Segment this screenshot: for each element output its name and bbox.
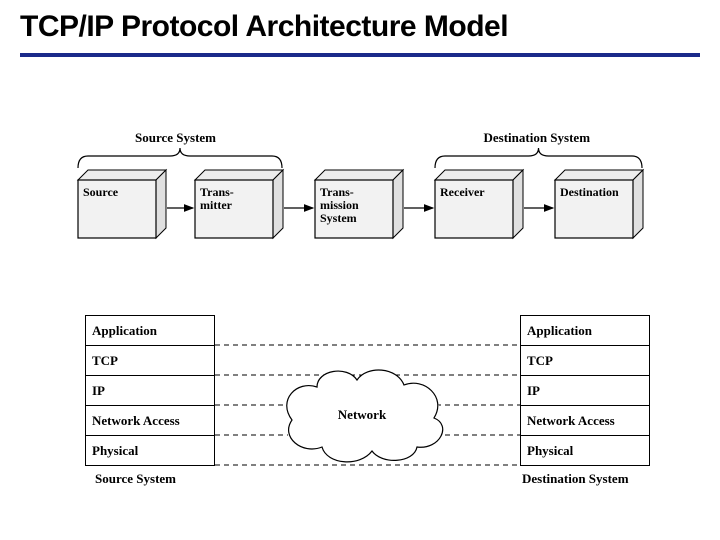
left-layer-physical: Physical [85, 435, 215, 466]
left-layer-tcp: TCP [85, 345, 215, 376]
brace-label-destination: Destination System [484, 130, 591, 146]
cloud-label: Network [332, 407, 392, 423]
box-label-receiver: Receiver [440, 186, 510, 199]
box-label-destination: Destination [560, 186, 630, 199]
right-layer-application: Application [520, 315, 650, 346]
stack-label-source: Source System [95, 471, 176, 487]
right-layer-ip: IP [520, 375, 650, 406]
brace-label-source: Source System [135, 130, 216, 146]
box-label-source: Source [83, 186, 153, 199]
left-layer-network-access: Network Access [85, 405, 215, 436]
right-layer-network-access: Network Access [520, 405, 650, 436]
right-layer-tcp: TCP [520, 345, 650, 376]
box-label-transmission-system: Trans-missionSystem [320, 186, 390, 226]
right-layer-physical: Physical [520, 435, 650, 466]
left-layer-ip: IP [85, 375, 215, 406]
stack-label-destination: Destination System [522, 471, 629, 487]
left-layer-application: Application [85, 315, 215, 346]
box-label-transmitter: Trans-mitter [200, 186, 270, 212]
